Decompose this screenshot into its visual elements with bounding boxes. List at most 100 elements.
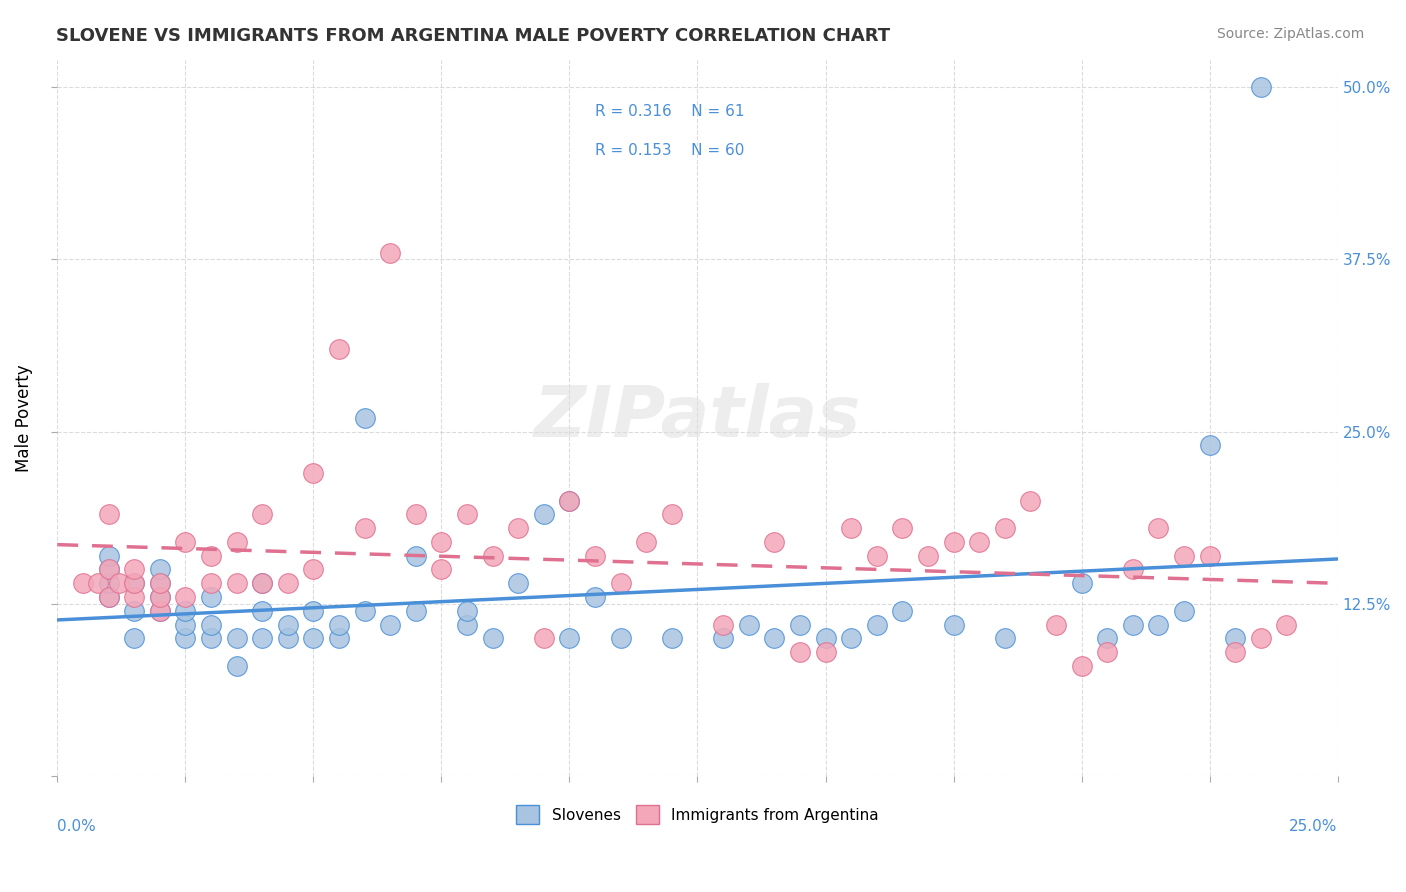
Immigrants from Argentina bbox=[200, 576, 222, 591]
Slovenes bbox=[277, 617, 299, 632]
Immigrants from Argentina bbox=[1225, 645, 1247, 659]
Immigrants from Argentina bbox=[174, 535, 197, 549]
Immigrants from Argentina bbox=[917, 549, 939, 563]
Slovenes bbox=[328, 617, 350, 632]
Slovenes bbox=[250, 576, 273, 591]
Text: Source: ZipAtlas.com: Source: ZipAtlas.com bbox=[1216, 27, 1364, 41]
Slovenes bbox=[405, 604, 427, 618]
Immigrants from Argentina bbox=[558, 493, 581, 508]
Slovenes bbox=[200, 590, 222, 604]
Text: ZIPatlas: ZIPatlas bbox=[534, 384, 860, 452]
Slovenes bbox=[200, 632, 222, 646]
Slovenes bbox=[711, 632, 734, 646]
Immigrants from Argentina bbox=[430, 562, 453, 576]
Slovenes bbox=[97, 562, 120, 576]
Immigrants from Argentina bbox=[942, 535, 965, 549]
Slovenes bbox=[353, 410, 375, 425]
Slovenes bbox=[814, 632, 837, 646]
Immigrants from Argentina bbox=[533, 632, 555, 646]
Immigrants from Argentina bbox=[328, 342, 350, 356]
Text: R = 0.153    N = 60: R = 0.153 N = 60 bbox=[595, 143, 744, 158]
Text: 25.0%: 25.0% bbox=[1289, 819, 1337, 834]
Immigrants from Argentina bbox=[456, 508, 478, 522]
Immigrants from Argentina bbox=[994, 521, 1017, 535]
Immigrants from Argentina bbox=[380, 245, 402, 260]
Slovenes bbox=[225, 659, 247, 673]
Immigrants from Argentina bbox=[636, 535, 658, 549]
Slovenes bbox=[97, 549, 120, 563]
Slovenes bbox=[1250, 80, 1272, 95]
Immigrants from Argentina bbox=[250, 576, 273, 591]
Slovenes bbox=[994, 632, 1017, 646]
Slovenes bbox=[302, 604, 325, 618]
Slovenes bbox=[122, 604, 145, 618]
Text: R = 0.316    N = 61: R = 0.316 N = 61 bbox=[595, 104, 745, 120]
Slovenes bbox=[149, 590, 172, 604]
Slovenes bbox=[558, 493, 581, 508]
Immigrants from Argentina bbox=[72, 576, 94, 591]
Immigrants from Argentina bbox=[149, 590, 172, 604]
Immigrants from Argentina bbox=[97, 562, 120, 576]
Immigrants from Argentina bbox=[508, 521, 530, 535]
Slovenes bbox=[1173, 604, 1195, 618]
Immigrants from Argentina bbox=[1045, 617, 1067, 632]
Slovenes bbox=[200, 617, 222, 632]
Slovenes bbox=[1095, 632, 1118, 646]
Immigrants from Argentina bbox=[225, 576, 247, 591]
Immigrants from Argentina bbox=[149, 604, 172, 618]
Immigrants from Argentina bbox=[430, 535, 453, 549]
Immigrants from Argentina bbox=[583, 549, 606, 563]
Immigrants from Argentina bbox=[1095, 645, 1118, 659]
Immigrants from Argentina bbox=[302, 562, 325, 576]
Slovenes bbox=[763, 632, 786, 646]
Slovenes bbox=[250, 632, 273, 646]
Slovenes bbox=[609, 632, 631, 646]
Slovenes bbox=[558, 632, 581, 646]
Immigrants from Argentina bbox=[891, 521, 914, 535]
Immigrants from Argentina bbox=[609, 576, 631, 591]
Slovenes bbox=[839, 632, 862, 646]
Slovenes bbox=[866, 617, 889, 632]
Immigrants from Argentina bbox=[225, 535, 247, 549]
Slovenes bbox=[456, 617, 478, 632]
Slovenes bbox=[456, 604, 478, 618]
Immigrants from Argentina bbox=[1147, 521, 1170, 535]
Immigrants from Argentina bbox=[174, 590, 197, 604]
Legend: Slovenes, Immigrants from Argentina: Slovenes, Immigrants from Argentina bbox=[508, 796, 887, 833]
Immigrants from Argentina bbox=[1198, 549, 1220, 563]
Slovenes bbox=[149, 576, 172, 591]
Slovenes bbox=[328, 632, 350, 646]
Immigrants from Argentina bbox=[250, 508, 273, 522]
Immigrants from Argentina bbox=[1122, 562, 1144, 576]
Immigrants from Argentina bbox=[839, 521, 862, 535]
Slovenes bbox=[1198, 438, 1220, 452]
Immigrants from Argentina bbox=[814, 645, 837, 659]
Immigrants from Argentina bbox=[1019, 493, 1042, 508]
Slovenes bbox=[380, 617, 402, 632]
Slovenes bbox=[97, 590, 120, 604]
Slovenes bbox=[942, 617, 965, 632]
Immigrants from Argentina bbox=[711, 617, 734, 632]
Immigrants from Argentina bbox=[405, 508, 427, 522]
Immigrants from Argentina bbox=[97, 590, 120, 604]
Immigrants from Argentina bbox=[789, 645, 811, 659]
Slovenes bbox=[583, 590, 606, 604]
Immigrants from Argentina bbox=[1275, 617, 1298, 632]
Immigrants from Argentina bbox=[149, 576, 172, 591]
Slovenes bbox=[174, 632, 197, 646]
Slovenes bbox=[174, 604, 197, 618]
Slovenes bbox=[789, 617, 811, 632]
Y-axis label: Male Poverty: Male Poverty bbox=[15, 364, 32, 472]
Slovenes bbox=[661, 632, 683, 646]
Slovenes bbox=[737, 617, 759, 632]
Slovenes bbox=[353, 604, 375, 618]
Slovenes bbox=[149, 604, 172, 618]
Immigrants from Argentina bbox=[87, 576, 110, 591]
Slovenes bbox=[533, 508, 555, 522]
Immigrants from Argentina bbox=[122, 576, 145, 591]
Slovenes bbox=[1122, 617, 1144, 632]
Immigrants from Argentina bbox=[97, 508, 120, 522]
Slovenes bbox=[122, 632, 145, 646]
Slovenes bbox=[277, 632, 299, 646]
Immigrants from Argentina bbox=[277, 576, 299, 591]
